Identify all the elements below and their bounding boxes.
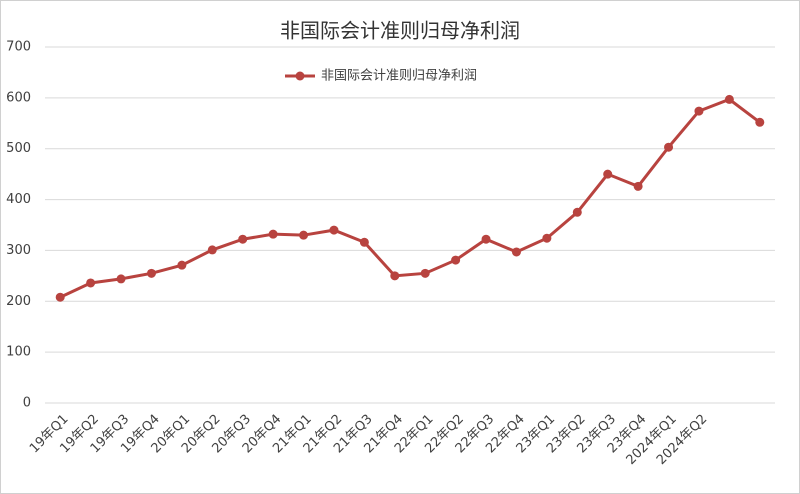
marker bbox=[420, 268, 430, 278]
y-tick-label: 700 bbox=[6, 40, 31, 55]
y-tick-label: 400 bbox=[6, 192, 31, 207]
marker bbox=[724, 94, 734, 104]
marker bbox=[116, 274, 126, 284]
marker bbox=[633, 181, 643, 191]
marker bbox=[177, 260, 187, 270]
marker bbox=[542, 233, 552, 243]
marker bbox=[451, 255, 461, 265]
marker bbox=[603, 169, 613, 179]
line bbox=[59, 97, 761, 299]
marker bbox=[146, 268, 156, 278]
marker bbox=[55, 292, 65, 302]
marker bbox=[238, 234, 248, 244]
marker bbox=[207, 245, 217, 255]
marker bbox=[511, 247, 521, 257]
marker bbox=[299, 230, 309, 240]
chart-title: 非国际会计准则归母净利润 bbox=[280, 19, 520, 43]
marker bbox=[329, 225, 339, 235]
y-tick-label: 300 bbox=[6, 243, 31, 258]
y-tick-label: 600 bbox=[6, 90, 31, 105]
marker bbox=[86, 278, 96, 288]
y-tick-label: 100 bbox=[6, 345, 31, 360]
marker bbox=[481, 234, 491, 244]
legend-marker bbox=[295, 71, 305, 81]
marker bbox=[572, 207, 582, 217]
y-tick-label: 500 bbox=[6, 141, 31, 156]
marker bbox=[755, 117, 765, 127]
y-tick-label: 200 bbox=[6, 294, 31, 309]
marker bbox=[268, 229, 278, 239]
marker bbox=[694, 106, 704, 116]
legend-label: 非国际会计准则归母净利润 bbox=[321, 69, 477, 84]
marker bbox=[664, 142, 674, 152]
y-tick-label: 0 bbox=[23, 396, 31, 411]
marker bbox=[390, 271, 400, 281]
marker bbox=[359, 237, 369, 247]
